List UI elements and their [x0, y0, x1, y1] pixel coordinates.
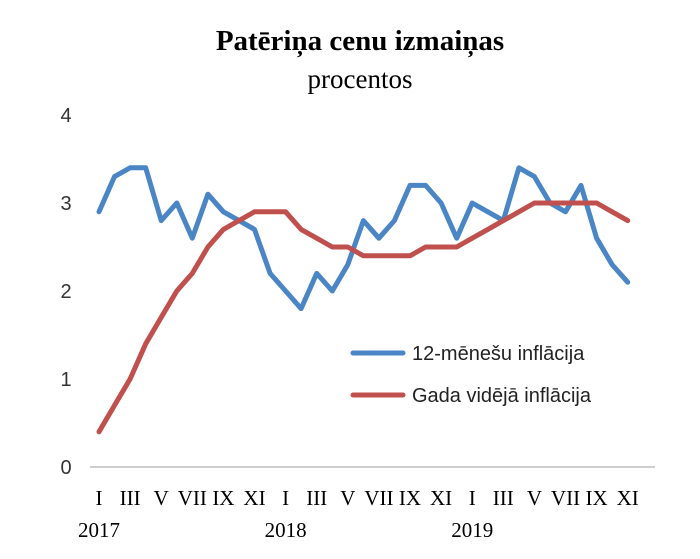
x-tick-label: I [469, 486, 476, 510]
x-tick-label: IX [399, 486, 421, 510]
x-tick-label: IX [586, 486, 608, 510]
x-tick-label: XI [430, 486, 452, 510]
y-axis-ticks: 0 1 2 3 4 [60, 105, 71, 479]
series-lines [96, 165, 631, 435]
chart-subtitle: procentos [308, 64, 413, 94]
x-tick-label: VII [178, 486, 207, 510]
x-tick-label: V [154, 486, 169, 510]
legend: 12-mēnešu inflācija Gada vidējā inflācija [350, 343, 592, 407]
x-axis-year-ticks: 2017 2018 2019 [78, 518, 493, 542]
x-tick-label: III [306, 486, 327, 510]
x-tick-label: XI [617, 486, 639, 510]
x-tick-label: V [527, 486, 542, 510]
x-year-label: 2017 [78, 518, 120, 542]
legend-label-12-month: 12-mēnešu inflācija [412, 343, 585, 365]
x-axis-month-ticks: I III V VII IX XI I III V VII IX XI I III V VII IX XI [96, 486, 639, 510]
x-year-label: 2018 [265, 518, 307, 542]
x-tick-label: I [96, 486, 103, 510]
y-tick-label: 3 [60, 193, 71, 215]
x-tick-label: IX [212, 486, 234, 510]
series-line-annual-average [96, 200, 631, 435]
y-tick-label: 1 [60, 369, 71, 391]
y-tick-label: 0 [60, 457, 71, 479]
chart-title: Patēriņa cenu izmaiņas [216, 25, 504, 58]
x-tick-label: VII [364, 486, 393, 510]
x-tick-label: III [493, 486, 514, 510]
y-tick-label: 4 [60, 105, 71, 127]
x-year-label: 2019 [451, 518, 493, 542]
x-tick-label: V [340, 486, 355, 510]
series-line-12-month [96, 165, 631, 312]
x-tick-label: III [120, 486, 141, 510]
x-tick-label: I [282, 486, 289, 510]
y-tick-label: 2 [60, 281, 71, 303]
legend-label-annual-average: Gada vidējā inflācija [412, 385, 592, 407]
x-tick-label: VII [551, 486, 580, 510]
x-tick-label: XI [243, 486, 265, 510]
